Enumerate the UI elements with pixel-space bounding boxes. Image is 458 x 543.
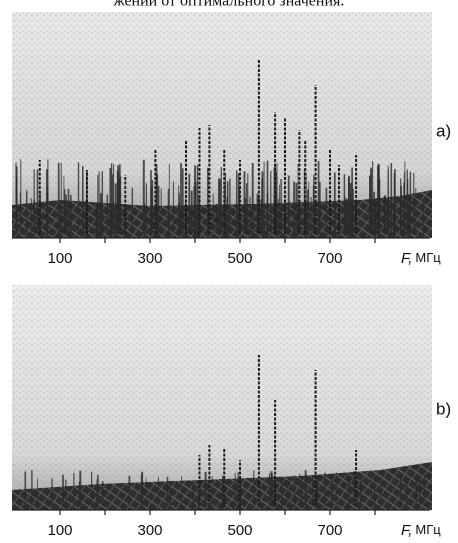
axis-unit: МГц — [415, 522, 441, 537]
x-tick-label: 100 — [47, 250, 72, 267]
panel-label: b) — [436, 399, 451, 418]
x-tick-label: 100 — [47, 522, 72, 539]
x-tick-label: 700 — [317, 250, 342, 267]
panel-b: b) 100 300 500 700 F, МГц — [12, 285, 451, 539]
x-tick-label: 500 — [227, 522, 252, 539]
noise-floor — [12, 462, 432, 510]
axis-variable: F, — [401, 522, 412, 539]
x-tick-label: 700 — [317, 522, 342, 539]
axis-label: F, МГц — [401, 250, 441, 267]
x-tick-label: 300 — [137, 250, 162, 267]
x-tick-label: 300 — [137, 522, 162, 539]
axis-label: F, МГц — [401, 522, 441, 539]
panel-a: a) 100 300 500 700 F, МГц — [12, 12, 451, 267]
axis-unit: МГц — [415, 250, 441, 265]
header-text: жении от оптимального значения. — [113, 0, 345, 10]
panel-label: a) — [436, 121, 451, 140]
x-tick-label: 500 — [227, 250, 252, 267]
axis-variable: F, — [401, 250, 412, 267]
